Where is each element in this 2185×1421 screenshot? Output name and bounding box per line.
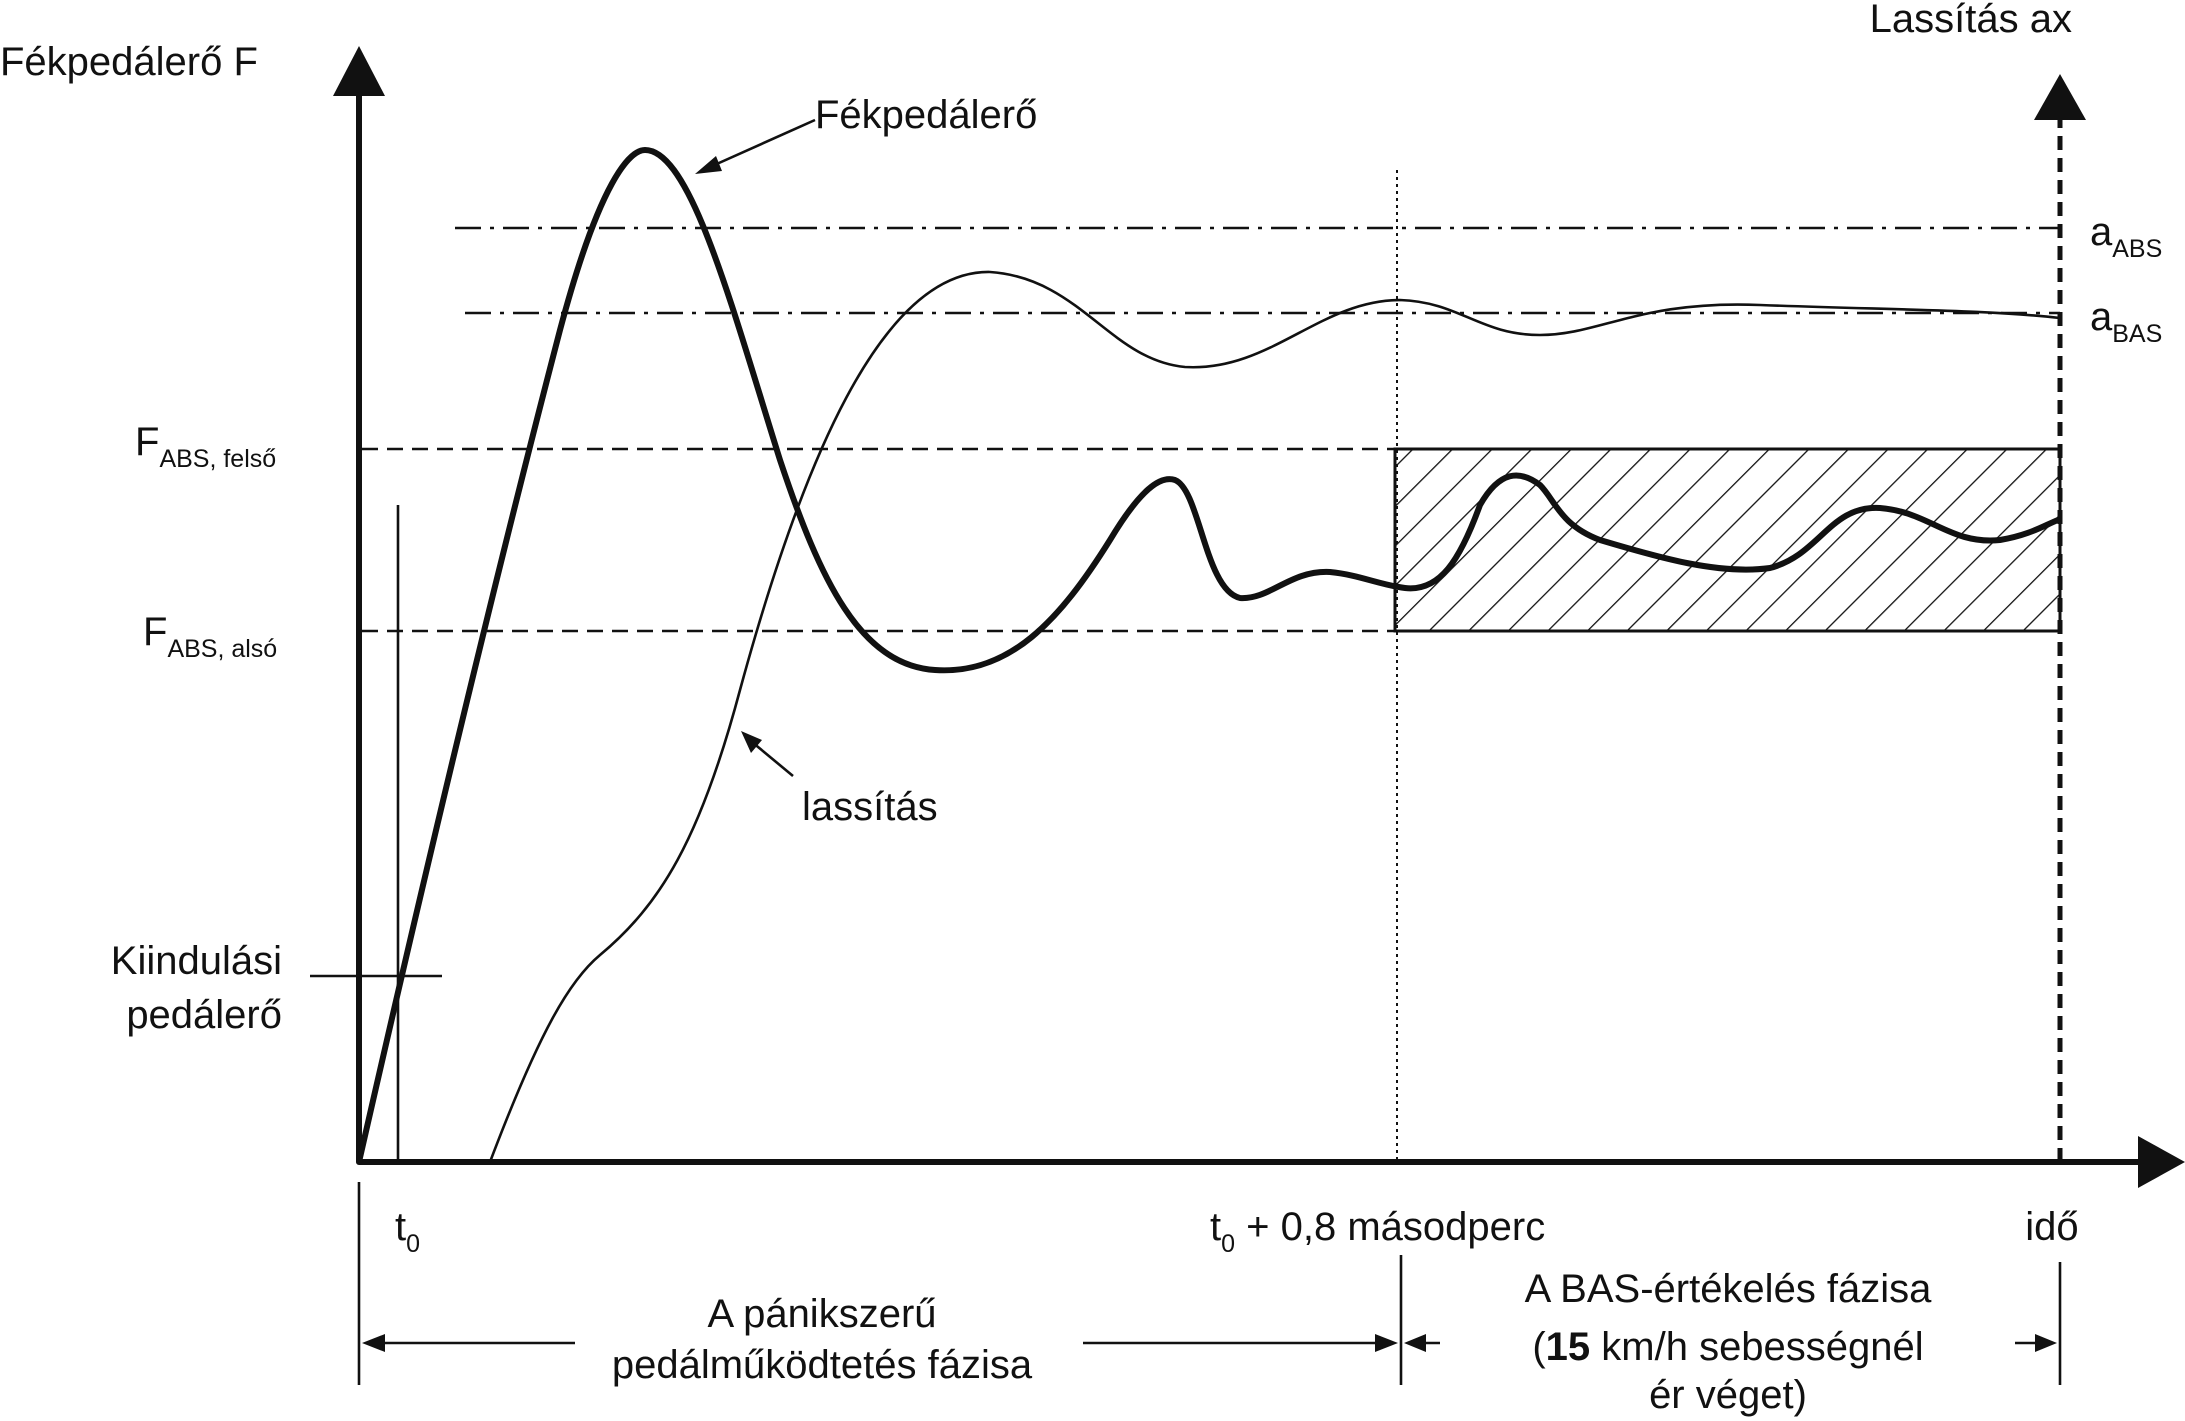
bas-phase-label-line2: (15 km/h sebességnél xyxy=(1532,1325,1923,1369)
abs-force-band xyxy=(1393,447,2062,633)
x-axis-time-arrowhead xyxy=(2138,1136,2185,1188)
decel-curve-label: lassítás xyxy=(802,785,938,829)
bas-phase-arrowhead-left xyxy=(1404,1334,1426,1352)
t0-plus-label: t0 + 0,8 másodperc xyxy=(1210,1205,1545,1258)
x-axis-label: idő xyxy=(2025,1205,2078,1249)
decel-label-leader-arrowhead xyxy=(741,731,762,753)
bas-phase-arrowhead-right xyxy=(2035,1334,2057,1352)
force-label-leader-arrowhead xyxy=(695,156,722,174)
deceleration-curve xyxy=(488,270,2061,1163)
initial-force-label-line2: pedálerő xyxy=(126,993,282,1037)
force-label-leader xyxy=(709,118,816,169)
y-axis-force-label: Fékpedálerő F xyxy=(0,40,258,84)
f-abs-lower-label: FABS, alsó xyxy=(143,610,277,663)
bas-phase-label-line1: A BAS-értékelés fázisa xyxy=(1525,1267,1933,1311)
panic-phase-label-line2: pedálműködtetés fázisa xyxy=(612,1343,1033,1387)
brake-pedal-force-curve xyxy=(356,147,2061,1165)
bas-phase-label-line3: ér véget) xyxy=(1649,1373,1807,1417)
a-abs-label: aABS xyxy=(2090,210,2162,263)
panic-phase-label-line1: A pánikszerű xyxy=(707,1292,936,1336)
a-bas-label: aBAS xyxy=(2090,295,2162,348)
t0-label: t0 xyxy=(395,1205,420,1258)
force-curve-label: Fékpedálerő xyxy=(815,93,1037,137)
decel-label-leader xyxy=(751,740,794,778)
panic-phase-arrowhead-left xyxy=(362,1334,385,1352)
y-axis-deceleration-label: Lassítás ax xyxy=(1870,0,2072,41)
initial-force-label-line1: Kiindulási xyxy=(111,939,282,983)
f-abs-upper-label: FABS, felső xyxy=(135,420,276,473)
y-axis-force-arrowhead xyxy=(333,46,385,96)
panic-phase-arrowhead-right xyxy=(1375,1334,1398,1352)
y-axis-deceleration-arrowhead xyxy=(2034,74,2086,120)
